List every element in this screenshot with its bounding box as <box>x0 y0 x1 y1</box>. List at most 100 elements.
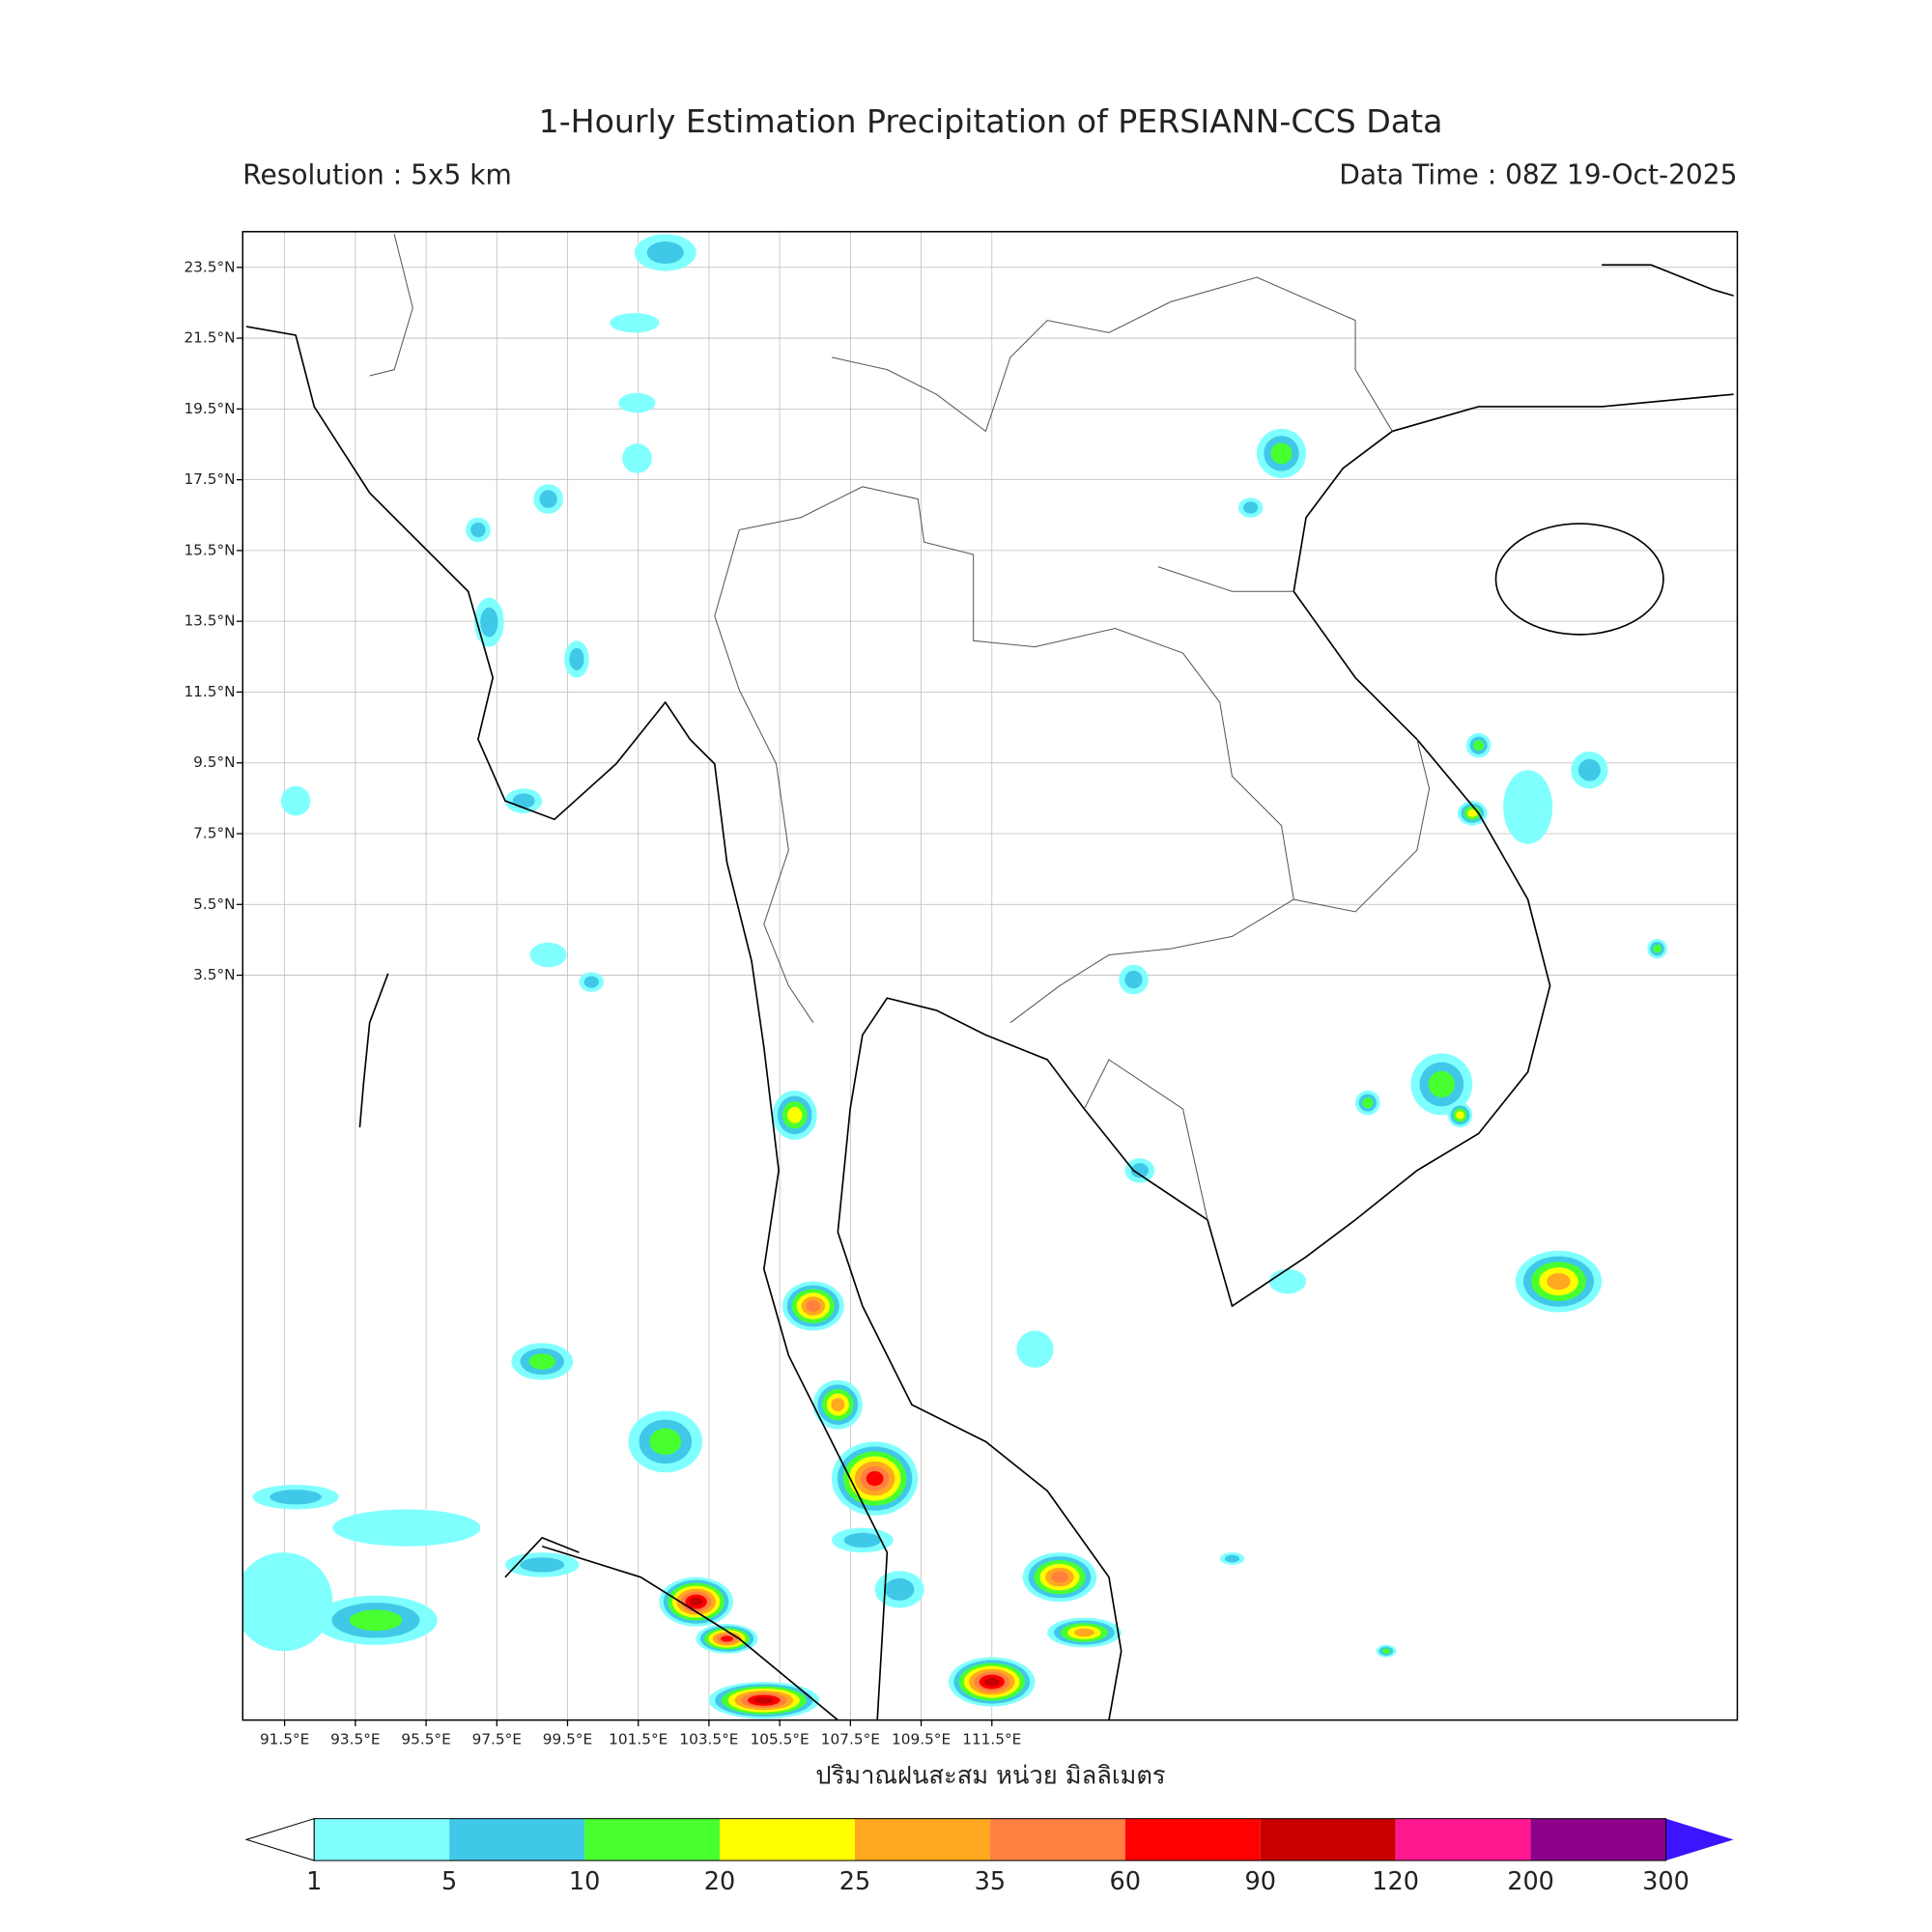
rain-cell <box>1130 1163 1150 1179</box>
rain-cell <box>242 1552 333 1652</box>
colorbar-bin <box>1124 1818 1261 1861</box>
rain-cell <box>528 1353 555 1370</box>
colorbar-label: 1 <box>306 1867 322 1896</box>
rain-cell <box>480 607 498 638</box>
colorbar-label: 60 <box>1110 1867 1141 1896</box>
colorbar-label: 35 <box>975 1867 1006 1896</box>
rain-cell <box>618 392 656 413</box>
rain-cell <box>470 522 486 538</box>
rain-cell <box>622 443 652 473</box>
rain-cell <box>280 785 311 816</box>
colorbar-label: 10 <box>569 1867 600 1896</box>
rain-cell <box>1577 758 1601 781</box>
colorbar-label: 120 <box>1372 1867 1419 1896</box>
rain-cell <box>1362 1097 1374 1109</box>
lon-tick-label: 107.5°E <box>821 1731 880 1748</box>
lon-tick-label: 91.5°E <box>260 1731 309 1748</box>
rain-cell <box>1242 501 1259 514</box>
lat-tick-label: 19.5°N <box>184 400 235 417</box>
rain-cell <box>721 1635 733 1642</box>
rain-cell <box>983 1677 1000 1687</box>
colorbar-under <box>244 1817 315 1861</box>
lat-tick-label: 23.5°N <box>184 258 235 275</box>
rain-cell <box>787 1106 803 1123</box>
lat-tick-label: 5.5°N <box>193 895 235 913</box>
colorbar-label: 25 <box>839 1867 870 1896</box>
rain-cell <box>646 242 684 264</box>
rain-cell <box>1653 944 1662 953</box>
rain-cell <box>866 1470 884 1487</box>
resolution: Resolution : 5x5 km <box>242 158 512 190</box>
lat-tick-label: 17.5°N <box>184 470 235 488</box>
rain-cell <box>569 647 584 670</box>
colorbar-label: 5 <box>441 1867 457 1896</box>
colorbar-label: 300 <box>1642 1867 1690 1896</box>
rain-cell <box>529 942 567 968</box>
rain-cell <box>649 1428 682 1456</box>
rain-cell <box>753 1696 774 1704</box>
rain-cell <box>349 1609 403 1632</box>
rain-cell <box>1428 1070 1456 1098</box>
lon-tick-label: 97.5°E <box>472 1731 522 1748</box>
map-area <box>242 231 1738 1720</box>
colorbar-outline <box>313 1818 1666 1861</box>
lat-tick-label: 3.5°N <box>193 966 235 983</box>
rain-cell <box>1270 442 1293 465</box>
map-background <box>242 231 1738 1720</box>
coastlines <box>245 264 1734 1720</box>
colorbar-over <box>1665 1818 1734 1861</box>
lat-tick-label: 9.5°N <box>193 753 235 771</box>
graticule <box>242 231 1738 1720</box>
colorbar-bin <box>314 1818 450 1861</box>
data-time: Data Time : 08Z 19-Oct-2025 <box>1339 158 1737 190</box>
title: 1-Hourly Estimation Precipitation of PER… <box>539 102 1443 140</box>
colorbar-bin <box>989 1818 1125 1861</box>
lat-tick-label: 7.5°N <box>193 825 235 842</box>
rain-cell <box>689 1597 703 1606</box>
lon-tick-label: 109.5°E <box>892 1731 951 1748</box>
rain-cell <box>1051 1571 1068 1583</box>
rain-cell <box>1074 1628 1094 1637</box>
rain-cell <box>1268 1268 1307 1294</box>
lon-tick-label: 95.5°E <box>401 1731 450 1748</box>
rain-cell <box>1381 1648 1391 1654</box>
lat-tick-label: 11.5°N <box>184 683 235 700</box>
colorbar-label: 20 <box>704 1867 735 1896</box>
rain-cell <box>884 1577 915 1601</box>
rain-cell <box>1473 740 1485 752</box>
rain-cell <box>520 1557 565 1573</box>
colorbar-label: 90 <box>1244 1867 1275 1896</box>
colorbar-bin <box>1260 1818 1396 1861</box>
rain-cell <box>1456 1111 1464 1120</box>
lat-tick-label: 21.5°N <box>184 329 235 347</box>
lon-tick-label: 111.5°E <box>962 1731 1021 1748</box>
rain-cell <box>270 1490 322 1505</box>
x-axis-label: ปริมาณฝนสะสม หน่วย มิลลิเมตร <box>815 1761 1165 1790</box>
colorbar: 1 5 10 20 25 35 60 90 120 200 300 <box>244 1817 1734 1896</box>
rain-cell <box>512 793 535 809</box>
rain-cell <box>1503 770 1553 844</box>
rain-cell <box>583 976 599 988</box>
rain-cell <box>1016 1330 1054 1368</box>
lon-tick-label: 105.5°E <box>751 1731 810 1748</box>
lon-tick-label: 93.5°E <box>330 1731 380 1748</box>
borders <box>369 234 1431 1220</box>
colorbar-bin <box>854 1818 990 1861</box>
colorbar-bin <box>1530 1818 1666 1861</box>
precipitation <box>242 234 1667 1719</box>
lon-tick-label: 99.5°E <box>543 1731 592 1748</box>
rain-cell <box>1467 809 1478 818</box>
lon-tick-label: 103.5°E <box>679 1731 738 1748</box>
lon-tick-label: 101.5°E <box>609 1731 668 1748</box>
colorbar-bin <box>720 1818 855 1861</box>
rain-cell <box>843 1532 881 1548</box>
rain-cell <box>1547 1272 1571 1291</box>
colorbar-bin <box>584 1818 721 1861</box>
rain-cell <box>806 1300 821 1312</box>
rain-cell <box>539 490 557 508</box>
rain-cell <box>1224 1554 1240 1563</box>
colorbar-label: 200 <box>1507 1867 1554 1896</box>
lat-tick-label: 13.5°N <box>184 612 235 630</box>
rain-cell <box>332 1509 481 1547</box>
